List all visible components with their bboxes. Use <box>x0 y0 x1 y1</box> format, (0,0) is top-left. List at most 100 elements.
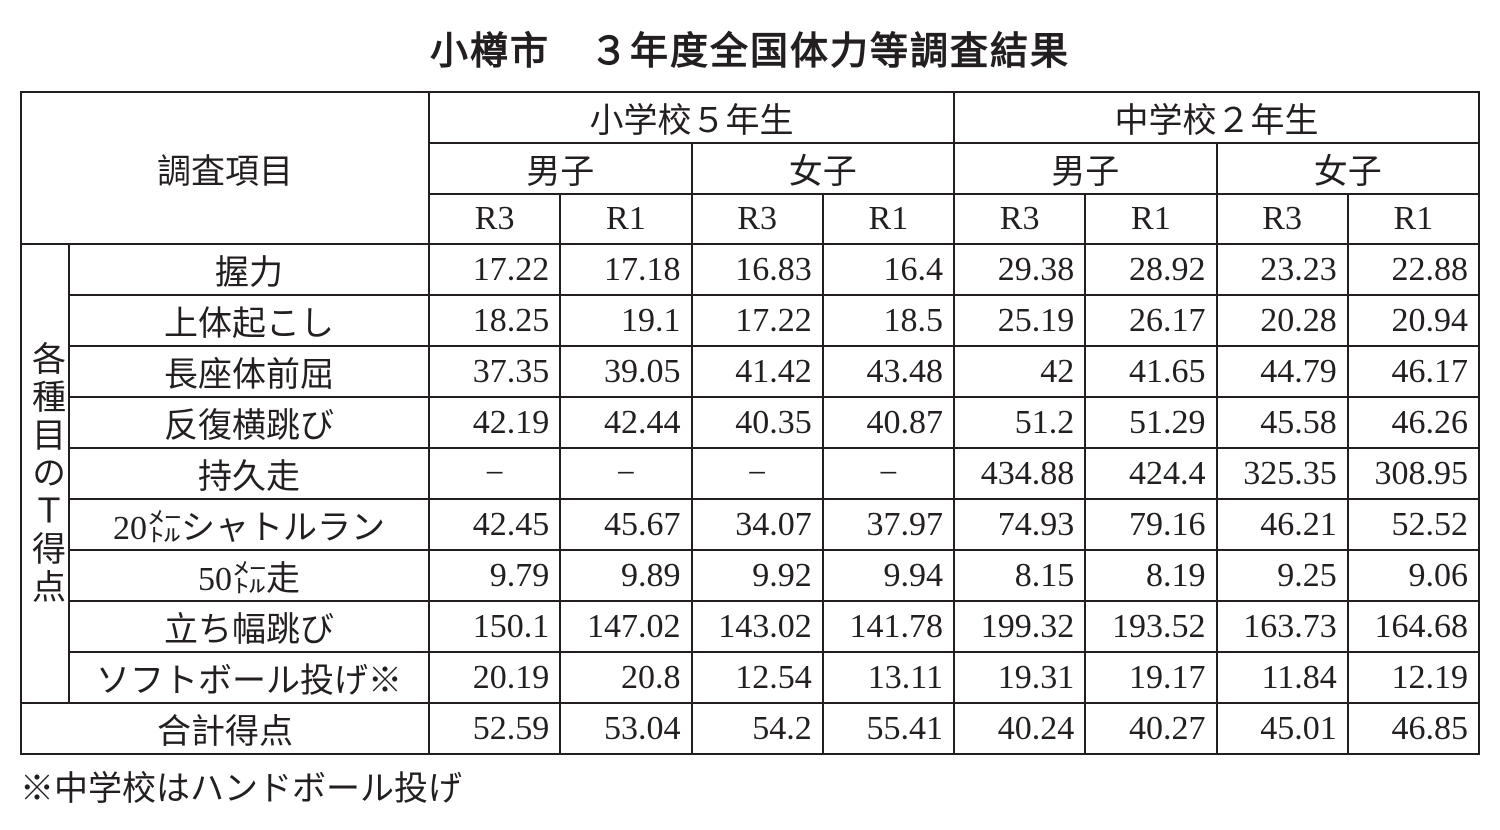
data-cell: 23.23 <box>1217 244 1348 295</box>
data-cell: 74.93 <box>954 499 1085 550</box>
row-label: 反復横跳び <box>69 397 429 448</box>
data-cell: 9.92 <box>692 550 823 601</box>
data-cell: 20.94 <box>1348 295 1479 346</box>
table-row: 持久走−−−−434.88424.4325.35308.95 <box>21 448 1479 499</box>
data-cell: 51.29 <box>1085 397 1216 448</box>
data-cell: 308.95 <box>1348 448 1479 499</box>
data-cell: 54.2 <box>692 703 823 754</box>
table-row: 各種目のＴ得点握力17.2217.1816.8316.429.3828.9223… <box>21 244 1479 295</box>
table-row: 上体起こし18.2519.117.2218.525.1926.1720.2820… <box>21 295 1479 346</box>
header-period: R3 <box>429 194 560 244</box>
document-container: 小樽市 ３年度全国体力等調査結果 調査項目 小学校５年生 中学校２年生 男子 女… <box>20 20 1480 810</box>
data-cell: 9.25 <box>1217 550 1348 601</box>
header-group-elementary: 小学校５年生 <box>429 92 954 143</box>
data-cell: 45.58 <box>1217 397 1348 448</box>
data-cell: 17.22 <box>429 244 560 295</box>
data-cell: 20.28 <box>1217 295 1348 346</box>
data-cell: 199.32 <box>954 601 1085 652</box>
data-cell: 46.26 <box>1348 397 1479 448</box>
data-cell: 37.97 <box>823 499 954 550</box>
data-cell: 13.11 <box>823 652 954 703</box>
data-cell: 9.94 <box>823 550 954 601</box>
table-row: 長座体前屈37.3539.0541.4243.484241.6544.7946.… <box>21 346 1479 397</box>
data-cell: 40.27 <box>1085 703 1216 754</box>
data-cell: 51.2 <box>954 397 1085 448</box>
data-cell: 42.45 <box>429 499 560 550</box>
data-cell: 42.19 <box>429 397 560 448</box>
row-label: 持久走 <box>69 448 429 499</box>
header-corner: 調査項目 <box>21 92 429 244</box>
data-cell: 40.24 <box>954 703 1085 754</box>
table-row: 立ち幅跳び150.1147.02143.02141.78199.32193.52… <box>21 601 1479 652</box>
data-cell: 147.02 <box>560 601 691 652</box>
data-cell: 424.4 <box>1085 448 1216 499</box>
header-subgroup-male-1: 男子 <box>429 143 692 194</box>
header-period: R1 <box>1348 194 1479 244</box>
data-cell: 43.48 <box>823 346 954 397</box>
data-cell: 20.8 <box>560 652 691 703</box>
data-cell: 163.73 <box>1217 601 1348 652</box>
data-cell: 40.87 <box>823 397 954 448</box>
total-row: 合計得点52.5953.0454.255.4140.2440.2745.0146… <box>21 703 1479 754</box>
data-cell: 434.88 <box>954 448 1085 499</box>
data-cell: − <box>692 448 823 499</box>
data-cell: 46.21 <box>1217 499 1348 550</box>
data-cell: 16.83 <box>692 244 823 295</box>
total-row-label: 合計得点 <box>21 703 429 754</box>
data-cell: 52.52 <box>1348 499 1479 550</box>
data-cell: 325.35 <box>1217 448 1348 499</box>
data-cell: 53.04 <box>560 703 691 754</box>
row-label: 50㍍走 <box>69 550 429 601</box>
survey-results-table: 調査項目 小学校５年生 中学校２年生 男子 女子 男子 女子 R3 R1 R3 … <box>20 91 1480 755</box>
data-cell: 12.19 <box>1348 652 1479 703</box>
header-period: R3 <box>692 194 823 244</box>
data-cell: 29.38 <box>954 244 1085 295</box>
data-cell: 26.17 <box>1085 295 1216 346</box>
data-cell: 52.59 <box>429 703 560 754</box>
data-cell: 79.16 <box>1085 499 1216 550</box>
page-title: 小樽市 ３年度全国体力等調査結果 <box>20 20 1480 75</box>
row-label: 上体起こし <box>69 295 429 346</box>
data-cell: 42.44 <box>560 397 691 448</box>
data-cell: 18.25 <box>429 295 560 346</box>
row-label: 握力 <box>69 244 429 295</box>
data-cell: 37.35 <box>429 346 560 397</box>
table-body: 各種目のＴ得点握力17.2217.1816.8316.429.3828.9223… <box>21 244 1479 754</box>
data-cell: 143.02 <box>692 601 823 652</box>
data-cell: 150.1 <box>429 601 560 652</box>
row-label: 長座体前屈 <box>69 346 429 397</box>
data-cell: 22.88 <box>1348 244 1479 295</box>
data-cell: 17.22 <box>692 295 823 346</box>
data-cell: 19.31 <box>954 652 1085 703</box>
data-cell: 193.52 <box>1085 601 1216 652</box>
data-cell: 8.19 <box>1085 550 1216 601</box>
data-cell: 9.06 <box>1348 550 1479 601</box>
data-cell: 19.17 <box>1085 652 1216 703</box>
row-label: 立ち幅跳び <box>69 601 429 652</box>
data-cell: 41.65 <box>1085 346 1216 397</box>
header-period: R3 <box>1217 194 1348 244</box>
header-subgroup-female-1: 女子 <box>692 143 955 194</box>
data-cell: 164.68 <box>1348 601 1479 652</box>
header-subgroup-male-2: 男子 <box>954 143 1217 194</box>
row-label: ソフトボール投げ※ <box>69 652 429 703</box>
header-period: R1 <box>1085 194 1216 244</box>
header-subgroup-female-2: 女子 <box>1217 143 1480 194</box>
data-cell: 28.92 <box>1085 244 1216 295</box>
data-cell: 9.89 <box>560 550 691 601</box>
data-cell: 16.4 <box>823 244 954 295</box>
data-cell: 141.78 <box>823 601 954 652</box>
header-period: R3 <box>954 194 1085 244</box>
data-cell: 42 <box>954 346 1085 397</box>
data-cell: − <box>560 448 691 499</box>
data-cell: 20.19 <box>429 652 560 703</box>
data-cell: 8.15 <box>954 550 1085 601</box>
data-cell: 40.35 <box>692 397 823 448</box>
row-label: 20㍍シャトルラン <box>69 499 429 550</box>
data-cell: 11.84 <box>1217 652 1348 703</box>
data-cell: − <box>429 448 560 499</box>
data-cell: 44.79 <box>1217 346 1348 397</box>
header-group-junior-high: 中学校２年生 <box>954 92 1479 143</box>
data-cell: 9.79 <box>429 550 560 601</box>
data-cell: 39.05 <box>560 346 691 397</box>
